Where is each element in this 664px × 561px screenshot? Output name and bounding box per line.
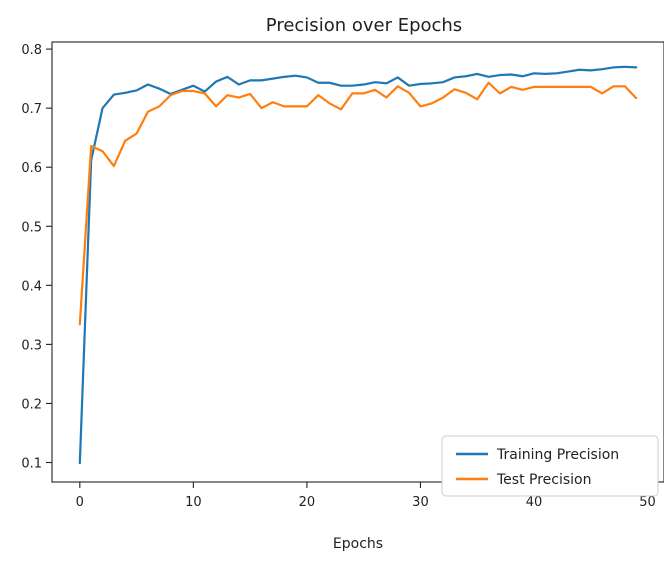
x-tick-label-5: 50 — [639, 495, 656, 510]
x-tick-label-0: 0 — [76, 495, 84, 510]
series-layer — [78, 65, 638, 465]
x-tick-label-1: 10 — [185, 495, 202, 510]
y-tick-label-4: 0.5 — [21, 220, 42, 235]
y-tick-label-2: 0.3 — [21, 338, 42, 353]
legend-box — [441, 435, 659, 497]
y-tick-label-5: 0.6 — [21, 161, 42, 176]
plot-frame — [51, 41, 664, 483]
series-line-1 — [78, 65, 638, 465]
legend: Training Precision Test Precision — [441, 435, 659, 497]
x-tick-label-3: 30 — [412, 495, 429, 510]
y-tick-label-6: 0.7 — [21, 102, 42, 117]
y-tick-label-1: 0.2 — [21, 397, 42, 412]
y-axis: 0.1 0.2 0.3 0.4 0.5 0.6 0.7 0.8 — [21, 43, 52, 472]
x-axis-label: Epochs — [333, 536, 383, 552]
legend-series-1-label: Training Precision — [496, 447, 619, 463]
chart-title: Precision over Epochs — [266, 15, 462, 36]
x-tick-label-2: 20 — [299, 495, 316, 510]
y-tick-label-0: 0.1 — [21, 457, 42, 472]
x-tick-label-4: 40 — [526, 495, 543, 510]
y-tick-label-7: 0.8 — [21, 43, 42, 58]
legend-series-2-label: Test Precision — [496, 472, 592, 488]
series-line-2 — [78, 81, 638, 326]
y-tick-label-3: 0.4 — [21, 279, 42, 294]
